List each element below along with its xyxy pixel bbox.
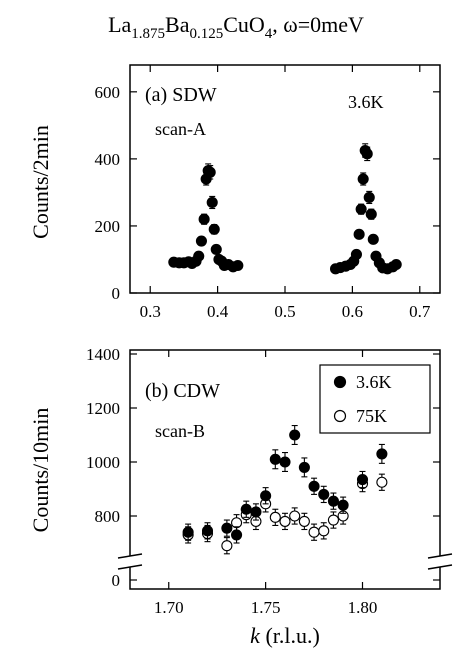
panel-b-label: (b) CDW: [145, 380, 220, 402]
panel-b-ytick-label: 1200: [86, 399, 120, 418]
panel-a-ytick-label: 0: [112, 284, 121, 303]
panel-b-point-75K: [279, 515, 291, 527]
title-cuo-sub: 4: [265, 26, 273, 42]
panel-a-data: [168, 143, 402, 275]
panel-b-ylabel: Counts/10min: [28, 408, 53, 533]
panel-b-axis-break-left: [117, 553, 143, 570]
panel-a-axes: 0.3 0.4 0.5 0.6 0.7 0 200 400 600: [95, 65, 440, 321]
panel-b-point-75K: [289, 510, 301, 522]
panel-a-point: [363, 191, 375, 203]
panel-a-xtick-label: 0.4: [207, 302, 229, 321]
panel-b-ytick-label: 0: [112, 571, 121, 590]
panel-a-ytick-label: 400: [95, 150, 121, 169]
panel-a-xtick-label: 0.7: [409, 302, 431, 321]
panel-b-axes: 1.70 1.75 1.80 0 800 1000 1200 1400: [86, 345, 440, 617]
panel-b-data: [182, 424, 388, 555]
panel-a-point: [195, 235, 207, 247]
title-ba: Ba: [165, 12, 190, 37]
panel-b-point-75K: [221, 540, 233, 552]
panel-b-point-3.6K: [231, 529, 243, 541]
panel-b-point-3.6K: [337, 499, 349, 511]
panel-b-legend: 3.6K 75K: [319, 364, 431, 434]
panel-b-point-3.6K: [289, 429, 301, 441]
title-omega: , ω=0meV: [272, 12, 364, 37]
panel-b-point-75K: [298, 515, 310, 527]
legend-label-75K: 75K: [356, 406, 387, 426]
panel-b-point-3.6K: [201, 525, 214, 537]
title-ba-sub: 0.125: [189, 26, 223, 42]
panel-b-point-3.6K: [240, 503, 252, 515]
panel-a-temperature: 3.6K: [348, 92, 384, 112]
panel-a-point: [206, 196, 218, 209]
title-la-sub: 1.875: [131, 26, 165, 42]
panel-a-point: [390, 258, 402, 271]
panel-b-point-75K: [269, 511, 281, 523]
panel-a-xtick-label: 0.5: [274, 302, 295, 321]
panel-b-point-3.6K: [298, 461, 310, 473]
panel-b-xtick-label: 1.80: [348, 598, 378, 617]
legend-marker-75K: [333, 409, 347, 423]
panel-b-point-3.6K: [221, 522, 233, 534]
panel-a-point: [365, 208, 377, 220]
panel-b-point-75K: [327, 514, 339, 526]
panel-b-point-3.6K: [356, 473, 369, 486]
panel-b-frame: [129, 349, 441, 590]
figure-title: La1.875Ba0.125CuO4, ω=0meV: [108, 12, 364, 42]
legend-marker-3.6K: [333, 375, 347, 389]
x-axis-label-unit: (r.l.u.): [260, 623, 320, 648]
panel-a-xtick-label: 0.6: [342, 302, 363, 321]
panel-b-point-75K: [318, 525, 330, 537]
panel-a-point: [357, 173, 369, 185]
panel-b-xtick-label: 1.70: [154, 598, 184, 617]
panel-a-label: (a) SDW: [145, 84, 217, 106]
panel-a-ylabel: Counts/2min: [28, 125, 53, 239]
panel-a-point: [361, 148, 373, 160]
panel-b-point-3.6K: [318, 488, 330, 500]
panel-a-sdw: Counts/2min (a) SDW scan-A 3.6K 0.3 0.4 0.…: [28, 64, 441, 321]
panel-b-point-3.6K: [376, 448, 388, 460]
panel-b-point-3.6K: [260, 490, 272, 502]
panel-a-point: [208, 223, 220, 235]
panel-a-scan-label: scan-A: [155, 119, 206, 139]
panel-a-ytick-label: 600: [95, 83, 121, 102]
panel-a-point: [193, 250, 205, 262]
panel-b-point-3.6K: [250, 506, 262, 518]
legend-label-3.6K: 3.6K: [356, 372, 392, 392]
panel-b-scan-label: scan-B: [155, 421, 205, 441]
panel-b-ytick-label: 800: [95, 507, 121, 526]
panel-a-ytick-label: 200: [95, 217, 121, 236]
title-cuo: CuO: [223, 12, 265, 37]
panel-b-point-75K: [308, 526, 320, 538]
panel-b-xtick-label: 1.75: [251, 598, 281, 617]
panel-b-point-3.6K: [308, 480, 320, 492]
panel-a-point: [367, 233, 379, 245]
panel-a-point: [353, 228, 365, 240]
title-la: La: [108, 12, 131, 37]
panel-b-point-75K: [376, 476, 388, 488]
panel-a-point: [232, 259, 244, 272]
panel-b-point-3.6K: [182, 526, 194, 538]
x-axis-label: k (r.l.u.): [250, 623, 320, 648]
panel-a-point: [210, 243, 222, 255]
panel-b-ytick-label: 1400: [86, 345, 120, 364]
panel-b-cdw: Counts/10min (b) CDW scan-B 3.6K 75K 1.7…: [28, 345, 453, 617]
panel-b-ytick-label: 1000: [86, 453, 120, 472]
panel-a-point: [198, 213, 210, 225]
panel-a-point: [355, 203, 367, 215]
panel-b-point-3.6K: [327, 495, 339, 507]
panel-b-point-3.6K: [279, 456, 291, 468]
panel-b-axis-break-right: [427, 553, 453, 570]
panel-b-point-3.6K: [269, 453, 281, 465]
panel-a-point: [350, 248, 362, 260]
panel-a-xtick-label: 0.3: [140, 302, 161, 321]
panel-a-point: [204, 166, 216, 178]
x-axis-label-k: k: [250, 623, 261, 648]
